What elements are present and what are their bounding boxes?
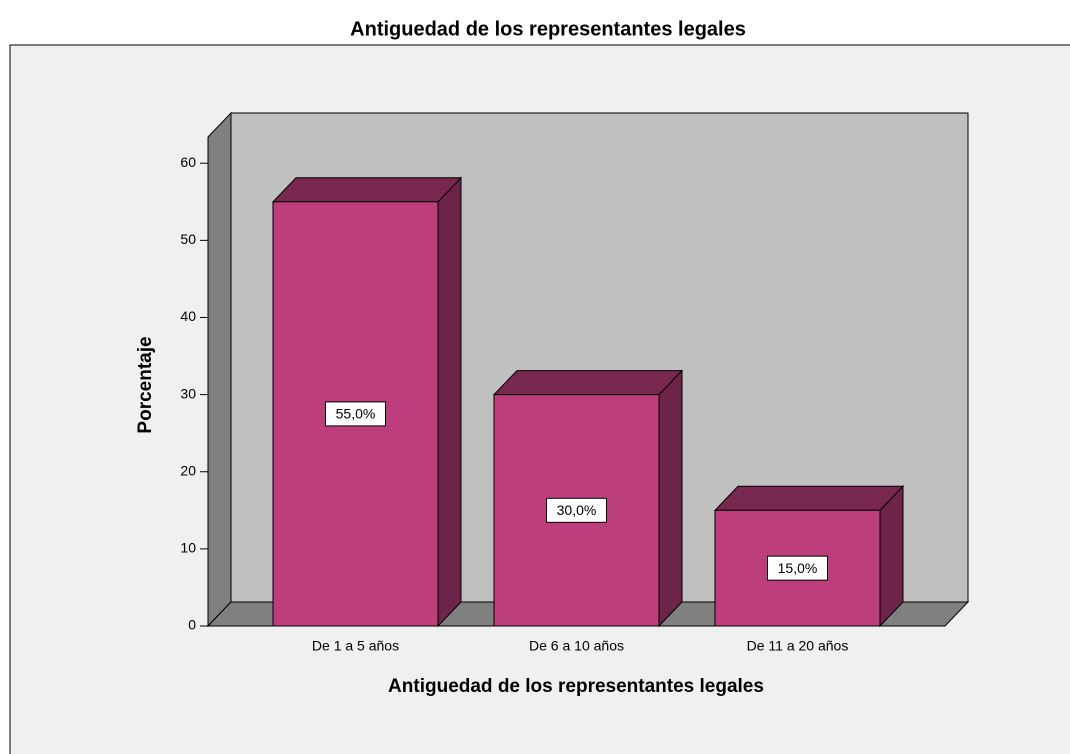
y-axis-label: Porcentaje (135, 336, 156, 433)
left-wall (207, 111, 232, 628)
value-label-box (546, 497, 607, 523)
y-tick-label: 40 (180, 308, 196, 324)
y-tick-label: 60 (180, 154, 196, 170)
bar-top (271, 177, 463, 203)
y-tick-label: 10 (180, 540, 196, 556)
bar-top (713, 485, 905, 511)
bar-top (492, 370, 684, 396)
value-label: 30,0% (557, 502, 597, 518)
x-axis-label: Antiguedad de los representantes legales (388, 676, 764, 697)
value-label-box (767, 555, 828, 581)
y-tick-label: 20 (180, 462, 196, 478)
value-label: 55,0% (336, 406, 376, 422)
bar-side (437, 176, 462, 628)
y-tick-label: 0 (188, 617, 196, 633)
x-tick-label: De 6 a 10 años (529, 638, 624, 654)
y-tick-label: 50 (180, 231, 196, 247)
bar-side (658, 369, 683, 628)
x-tick-label: De 11 a 20 años (747, 638, 849, 654)
value-label-box (325, 401, 386, 427)
chart-title: Antiguedad de los representantes legales (350, 18, 746, 40)
x-tick-label: De 1 a 5 años (312, 638, 399, 654)
value-label: 15,0% (778, 560, 818, 576)
y-tick-label: 30 (180, 385, 196, 401)
